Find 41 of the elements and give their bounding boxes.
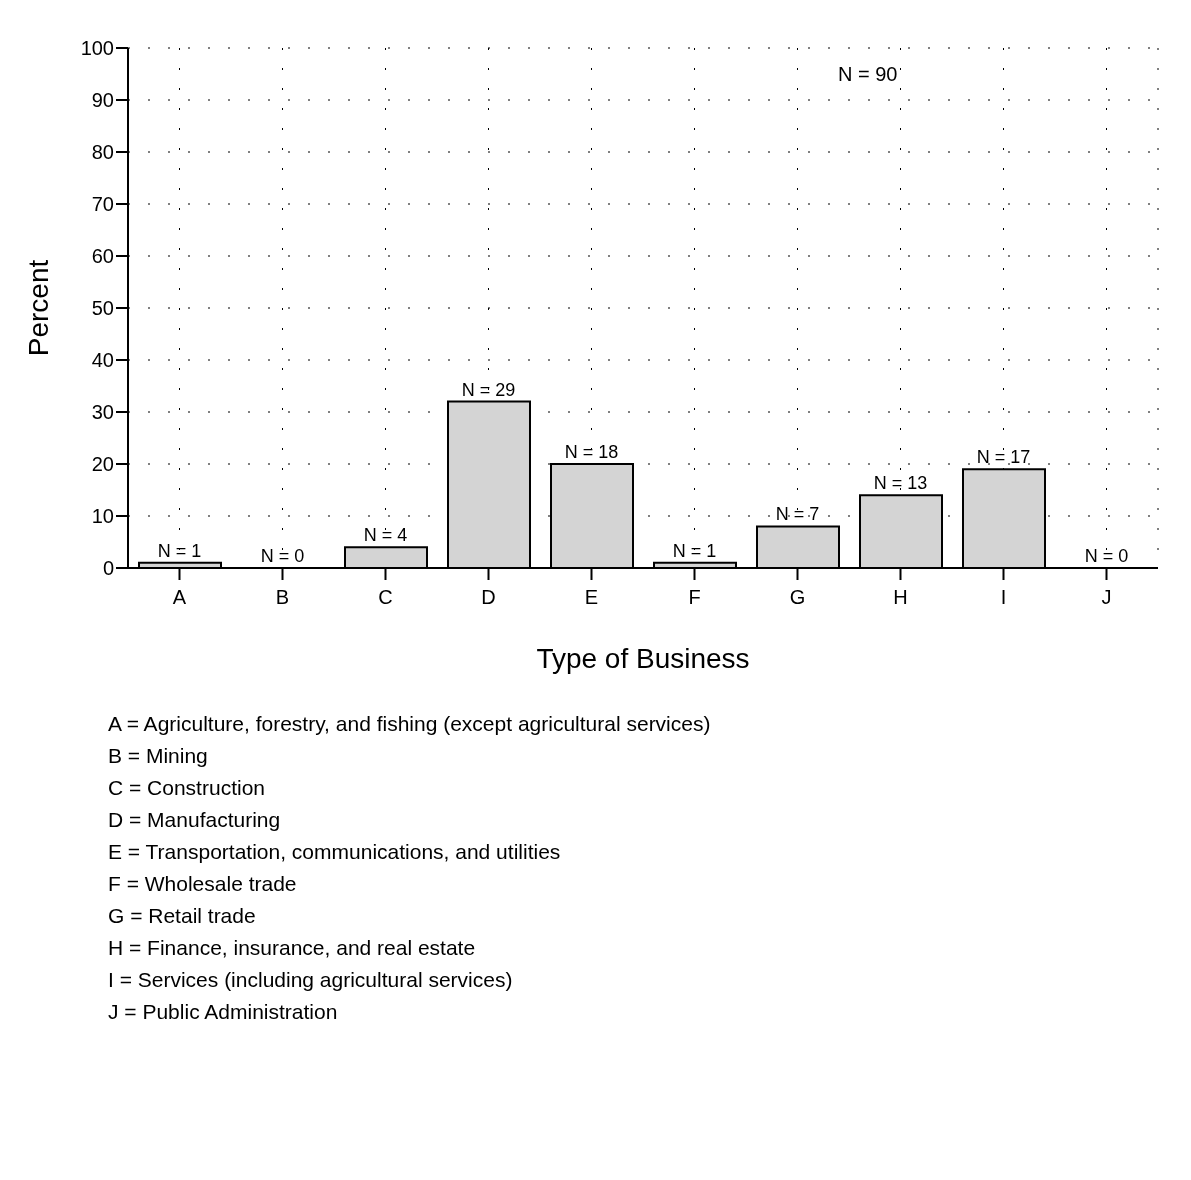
x-tick-label: D xyxy=(481,586,496,609)
text: H = Finance, insurance, and real estate xyxy=(108,935,477,961)
y-axis-title: Percent xyxy=(22,259,54,357)
y-tick-label: 70 xyxy=(91,193,114,216)
annotation: N = 0 xyxy=(260,546,305,566)
y-tick-label: 40 xyxy=(91,349,114,372)
annotation: N = 0 xyxy=(1084,546,1129,566)
x-tick-label: A xyxy=(172,586,187,609)
text: A = Agriculture, forestry, and fishing (except agricultural services) xyxy=(108,711,712,737)
text: C = Construction xyxy=(108,775,266,801)
y-tick-label: 80 xyxy=(91,141,114,164)
x-tick-label: J xyxy=(1101,586,1112,609)
text: G = Retail trade xyxy=(108,903,257,929)
x-tick-label: H xyxy=(893,586,908,609)
annotation: N = 4 xyxy=(363,525,408,546)
text: B = Mining xyxy=(108,743,209,769)
y-tick-label: 30 xyxy=(91,401,114,424)
y-tick-label: 90 xyxy=(91,89,114,112)
y-tick-label: 10 xyxy=(91,505,114,528)
y-tick-label: 100 xyxy=(80,37,114,60)
annotation: N = 7 xyxy=(775,504,820,525)
y-tick-label: 0 xyxy=(102,557,114,580)
annotation: N = 90 xyxy=(838,63,898,86)
x-axis-title: Type of Business xyxy=(536,643,750,674)
text: F = Wholesale trade xyxy=(108,871,298,897)
x-tick-label: F xyxy=(688,586,701,609)
annotation: N = 13 xyxy=(873,473,928,494)
text: I = Services (including agricultural services) xyxy=(108,967,514,993)
text: E = Transportation, communications, and utilities xyxy=(108,839,562,865)
annotation: N = 17 xyxy=(976,447,1031,468)
x-tick-label: I xyxy=(1000,586,1007,609)
text: J = Public Administration xyxy=(108,999,339,1025)
x-tick-label: E xyxy=(584,586,599,609)
x-tick-label: C xyxy=(378,586,393,609)
y-tick-label: 60 xyxy=(91,245,114,268)
y-tick-label: 50 xyxy=(91,297,114,320)
annotation: N = 29 xyxy=(461,379,516,400)
text: D = Manufacturing xyxy=(108,807,282,833)
y-tick-label: 20 xyxy=(91,453,114,476)
x-tick-label: B xyxy=(275,586,290,609)
x-tick-label: G xyxy=(789,586,806,609)
